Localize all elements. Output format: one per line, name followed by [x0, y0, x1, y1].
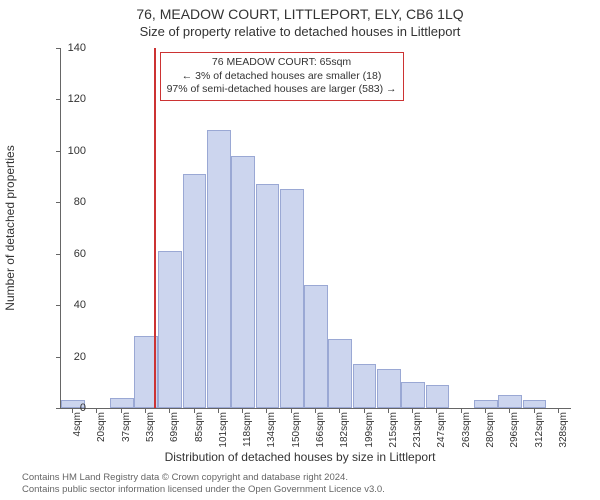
footer-text: Contains HM Land Registry data © Crown c… [22, 472, 385, 496]
x-tick-label: 215sqm [388, 412, 399, 452]
y-tick-label: 20 [46, 351, 86, 363]
x-tick-label: 20sqm [96, 412, 107, 452]
marker-line [154, 48, 156, 408]
y-tick-label: 60 [46, 248, 86, 260]
chart-container: 76, MEADOW COURT, LITTLEPORT, ELY, CB6 1… [0, 0, 600, 500]
x-tick-label: 296sqm [509, 412, 520, 452]
histogram-bar [328, 339, 352, 408]
y-tick-label: 80 [46, 196, 86, 208]
annotation-line2: ← 3% of detached houses are smaller (18) [167, 70, 397, 84]
x-tick-label: 247sqm [436, 412, 447, 452]
chart-subtitle: Size of property relative to detached ho… [0, 22, 600, 39]
histogram-bar [304, 285, 328, 408]
annotation-line1: 76 MEADOW COURT: 65sqm [167, 56, 397, 70]
y-tick-label: 140 [46, 42, 86, 54]
x-tick-label: 4sqm [72, 412, 83, 452]
x-tick-label: 166sqm [315, 412, 326, 452]
histogram-bar [523, 400, 547, 408]
x-tick-label: 118sqm [242, 412, 253, 452]
x-tick-label: 231sqm [412, 412, 423, 452]
histogram-bar [426, 385, 450, 408]
y-tick-label: 40 [46, 299, 86, 311]
x-tick-label: 37sqm [121, 412, 132, 452]
x-tick-label: 199sqm [364, 412, 375, 452]
x-axis-label: Distribution of detached houses by size … [0, 450, 600, 464]
x-tick-label: 182sqm [339, 412, 350, 452]
x-tick-label: 134sqm [266, 412, 277, 452]
x-tick-label: 69sqm [169, 412, 180, 452]
annotation-box: 76 MEADOW COURT: 65sqm ← 3% of detached … [160, 52, 404, 101]
histogram-bar [110, 398, 134, 408]
x-tick-label: 53sqm [145, 412, 156, 452]
x-tick-label: 280sqm [485, 412, 496, 452]
footer-line1: Contains HM Land Registry data © Crown c… [22, 472, 385, 484]
histogram-bar [183, 174, 207, 408]
histogram-bar [498, 395, 522, 408]
histogram-bar [231, 156, 255, 408]
x-tick-label: 263sqm [461, 412, 472, 452]
histogram-bar [207, 130, 231, 408]
x-tick-label: 150sqm [291, 412, 302, 452]
y-tick-label: 120 [46, 93, 86, 105]
histogram-bar [401, 382, 425, 408]
annotation-line3: 97% of semi-detached houses are larger (… [167, 83, 397, 97]
x-tick-label: 101sqm [218, 412, 229, 452]
histogram-bar [474, 400, 498, 408]
footer-line2: Contains public sector information licen… [22, 484, 385, 496]
histogram-bar [256, 184, 280, 408]
x-tick-label: 328sqm [558, 412, 569, 452]
y-tick-label: 100 [46, 145, 86, 157]
histogram-bar [158, 251, 182, 408]
y-axis-label: Number of detached properties [3, 145, 17, 310]
plot-area: 76 MEADOW COURT: 65sqm ← 3% of detached … [60, 48, 571, 409]
x-tick-label: 85sqm [194, 412, 205, 452]
x-tick-label: 312sqm [534, 412, 545, 452]
histogram-bar [353, 364, 377, 408]
histogram-bar [280, 189, 304, 408]
histogram-bar [377, 369, 401, 408]
chart-title: 76, MEADOW COURT, LITTLEPORT, ELY, CB6 1… [0, 0, 600, 22]
